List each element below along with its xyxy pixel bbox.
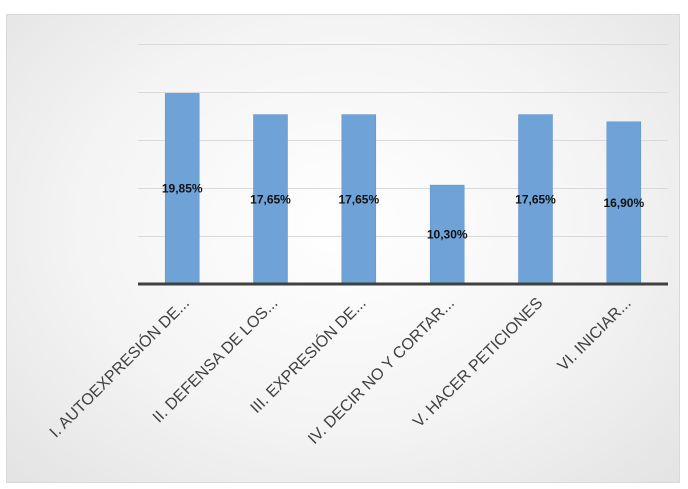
data-label-2: 17,65% bbox=[250, 192, 291, 206]
category-label-4: IV. DECIR NO Y CORTAR... bbox=[305, 295, 458, 448]
bar-3 bbox=[341, 114, 377, 285]
data-label-1: 19,85% bbox=[162, 182, 203, 196]
data-label-3: 17,65% bbox=[338, 192, 379, 206]
data-label-6: 16,90% bbox=[603, 196, 644, 210]
data-label-4: 10,30% bbox=[427, 228, 468, 242]
bar-2 bbox=[253, 114, 288, 285]
bar-4 bbox=[429, 184, 465, 285]
data-label-5: 17,65% bbox=[515, 192, 556, 206]
category-label-6: VI. INICIAR... bbox=[555, 295, 635, 375]
category-label-1: I. AUTOEXPRESIÓN DE... bbox=[45, 293, 193, 441]
bar-6 bbox=[606, 121, 642, 285]
bar-5 bbox=[518, 114, 553, 285]
